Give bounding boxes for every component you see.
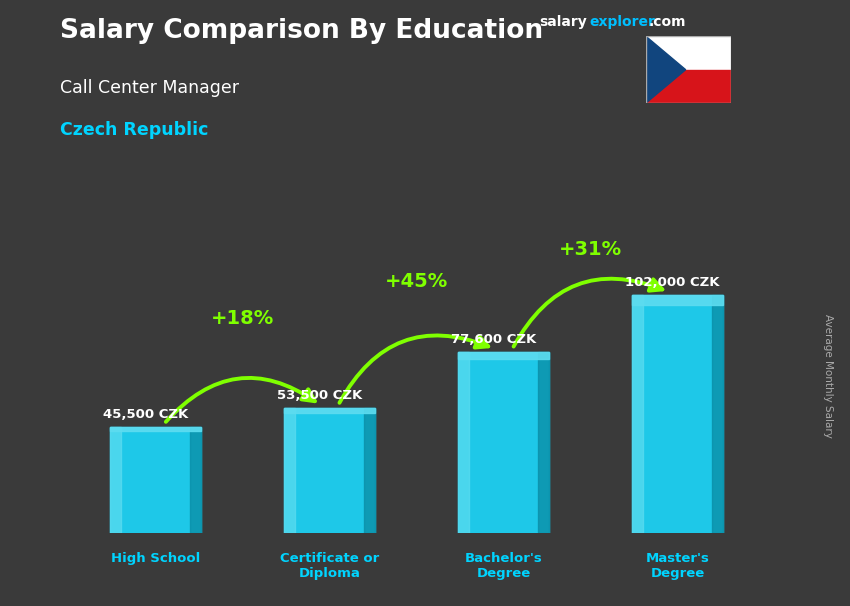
Text: High School: High School (110, 552, 200, 565)
Bar (632, 295, 643, 533)
Text: Salary Comparison By Education: Salary Comparison By Education (60, 18, 542, 44)
Bar (538, 352, 549, 533)
Bar (458, 352, 549, 359)
Bar (190, 427, 201, 533)
Bar (284, 408, 375, 413)
Text: salary: salary (540, 15, 587, 29)
Bar (458, 352, 549, 533)
Bar (646, 70, 731, 103)
Bar (110, 427, 121, 533)
Bar (632, 295, 723, 533)
Bar (284, 408, 375, 533)
Text: .com: .com (649, 15, 686, 29)
Text: Czech Republic: Czech Republic (60, 121, 208, 139)
Text: +31%: +31% (559, 240, 622, 259)
Bar (110, 427, 201, 431)
Bar (632, 295, 723, 305)
Text: Bachelor's
Degree: Bachelor's Degree (465, 552, 542, 580)
Text: 77,600 CZK: 77,600 CZK (451, 333, 536, 346)
Text: 53,500 CZK: 53,500 CZK (277, 389, 362, 402)
Bar (712, 295, 723, 533)
Text: Average Monthly Salary: Average Monthly Salary (823, 314, 833, 438)
Bar (284, 408, 295, 533)
Text: 45,500 CZK: 45,500 CZK (103, 408, 189, 421)
Text: 102,000 CZK: 102,000 CZK (626, 276, 720, 289)
Text: Master's
Degree: Master's Degree (646, 552, 710, 580)
Text: +45%: +45% (385, 271, 448, 291)
Bar (110, 427, 201, 533)
Text: explorer: explorer (589, 15, 654, 29)
Polygon shape (646, 36, 686, 103)
Bar (646, 36, 731, 70)
Text: Call Center Manager: Call Center Manager (60, 79, 239, 97)
Text: +18%: +18% (211, 310, 274, 328)
Bar (364, 408, 375, 533)
Bar (458, 352, 469, 533)
Text: Certificate or
Diploma: Certificate or Diploma (280, 552, 379, 580)
